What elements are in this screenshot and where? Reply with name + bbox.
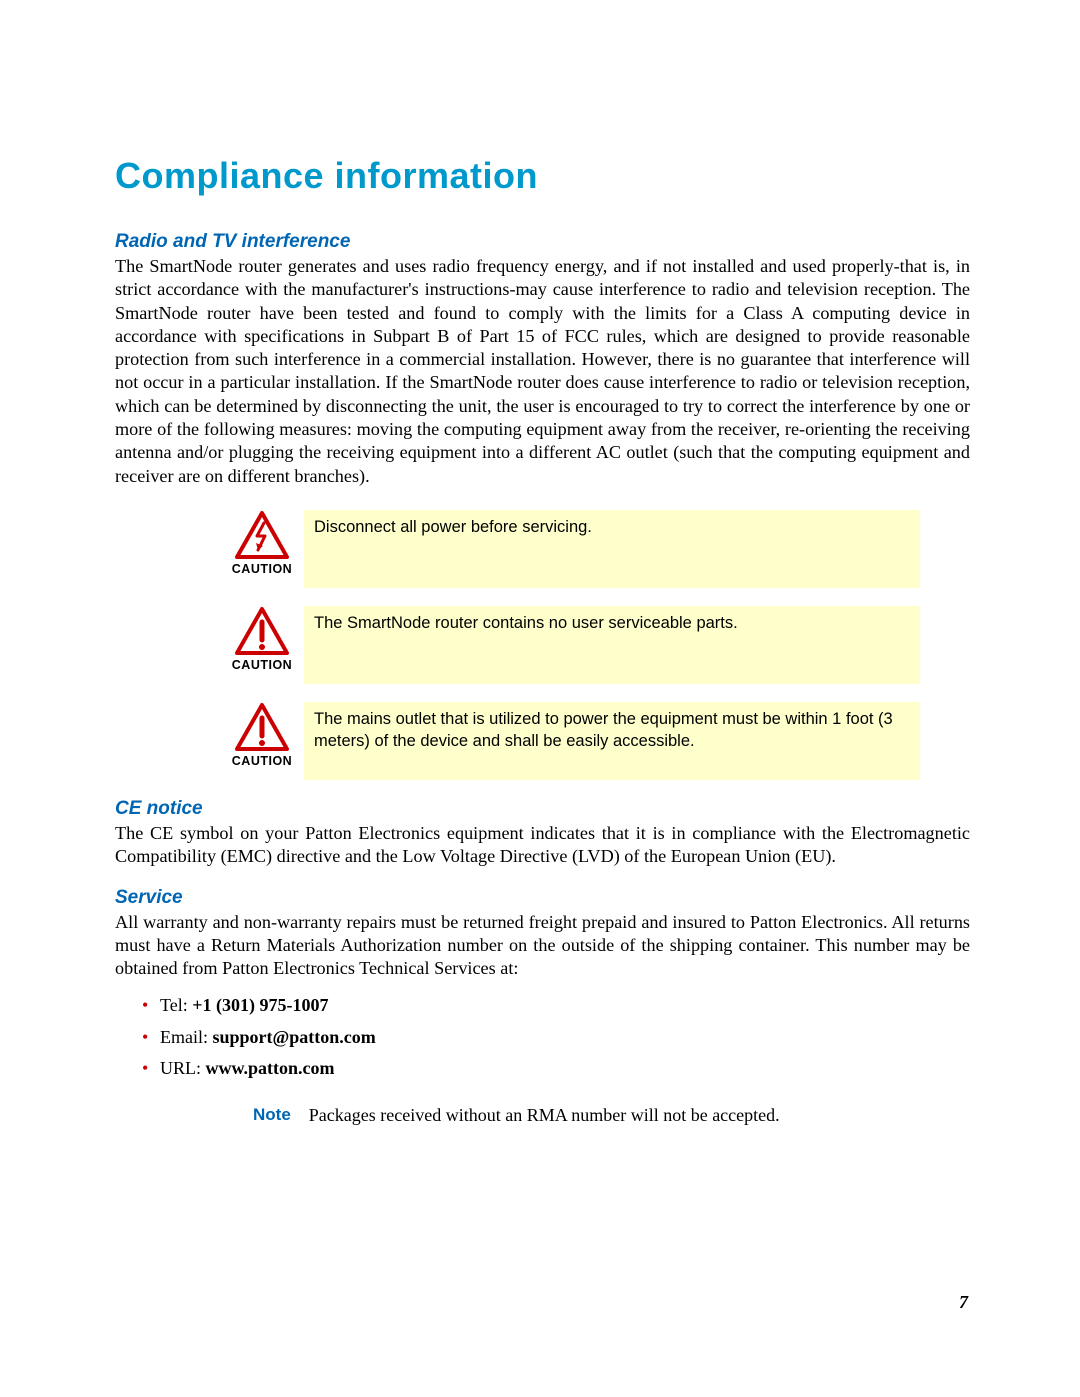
contact-email-label: Email:: [160, 1027, 213, 1047]
note-row: Note Packages received without an RMA nu…: [253, 1105, 970, 1126]
contact-url-value: www.patton.com: [206, 1058, 335, 1078]
section-heading-radio: Radio and TV interference: [115, 231, 970, 253]
caution-block: CAUTION Disconnect all power before servi…: [230, 510, 920, 588]
caution-icon-wrap: CAUTION: [230, 606, 294, 672]
caution-text: The mains outlet that is utilized to pow…: [304, 702, 920, 780]
caution-label: CAUTION: [232, 658, 292, 672]
caution-block: CAUTION The SmartNode router contains no …: [230, 606, 920, 684]
section-body-ce: The CE symbol on your Patton Electronics…: [115, 822, 970, 869]
page-number: 7: [959, 1292, 968, 1313]
contact-url: URL: www.patton.com: [142, 1053, 970, 1085]
note-text: Packages received without an RMA number …: [309, 1105, 780, 1126]
lightning-caution-icon: [234, 510, 290, 560]
contact-tel-value: +1 (301) 975-1007: [192, 995, 328, 1015]
caution-group: CAUTION Disconnect all power before servi…: [115, 510, 970, 780]
contact-list: Tel: +1 (301) 975-1007 Email: support@pa…: [142, 990, 970, 1085]
section-heading-service: Service: [115, 887, 970, 909]
document-page: Compliance information Radio and TV inte…: [115, 155, 970, 1126]
contact-email: Email: support@patton.com: [142, 1022, 970, 1054]
caution-text: The SmartNode router contains no user se…: [304, 606, 920, 684]
exclamation-caution-icon: [234, 606, 290, 656]
contact-email-value: support@patton.com: [213, 1027, 376, 1047]
caution-block: CAUTION The mains outlet that is utilized…: [230, 702, 920, 780]
note-label: Note: [253, 1105, 291, 1126]
section-body-service: All warranty and non-warranty repairs mu…: [115, 911, 970, 981]
section-heading-ce: CE notice: [115, 798, 970, 820]
section-body-radio: The SmartNode router generates and uses …: [115, 255, 970, 488]
contact-url-label: URL:: [160, 1058, 206, 1078]
caution-label: CAUTION: [232, 562, 292, 576]
page-title: Compliance information: [115, 155, 970, 197]
exclamation-caution-icon: [234, 702, 290, 752]
caution-label: CAUTION: [232, 754, 292, 768]
contact-tel: Tel: +1 (301) 975-1007: [142, 990, 970, 1022]
caution-icon-wrap: CAUTION: [230, 702, 294, 768]
caution-text: Disconnect all power before servicing.: [304, 510, 920, 588]
contact-tel-label: Tel:: [160, 995, 192, 1015]
caution-icon-wrap: CAUTION: [230, 510, 294, 576]
